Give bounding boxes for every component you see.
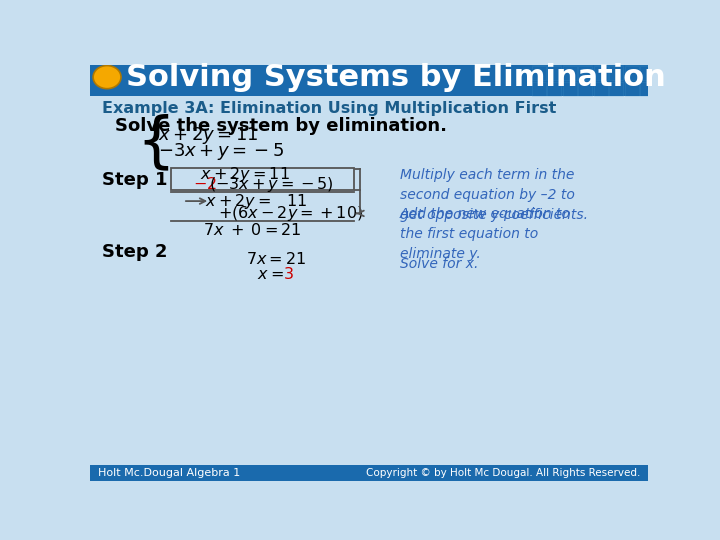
- Bar: [578, 82, 593, 96]
- Text: $+(6x -2y = +10)$: $+(6x -2y = +10)$: [218, 204, 363, 223]
- Text: Holt Mc.Dougal Algebra 1: Holt Mc.Dougal Algebra 1: [98, 468, 240, 478]
- Bar: [532, 51, 546, 65]
- Bar: [625, 82, 639, 96]
- Bar: [578, 66, 593, 80]
- Bar: [640, 51, 654, 65]
- Text: Solve for x.: Solve for x.: [400, 257, 478, 271]
- Bar: [594, 66, 608, 80]
- Text: Step 2: Step 2: [102, 244, 167, 261]
- Text: $3$: $3$: [283, 266, 294, 283]
- Bar: [547, 82, 561, 96]
- Text: $x + 2y = 11$: $x + 2y = 11$: [200, 165, 290, 185]
- Text: Solve the system by elimination.: Solve the system by elimination.: [114, 117, 447, 135]
- Bar: [90, 65, 648, 96]
- Bar: [594, 51, 608, 65]
- Bar: [609, 51, 624, 65]
- Bar: [578, 51, 593, 65]
- Text: $-2$: $-2$: [193, 176, 217, 193]
- Bar: [563, 66, 577, 80]
- Text: Add the new equation to
the first equation to
eliminate y.: Add the new equation to the first equati…: [400, 207, 571, 261]
- Text: $7x = 21$: $7x = 21$: [246, 251, 306, 268]
- Text: $7x\; +\; 0 = 21$: $7x\; +\; 0 = 21$: [204, 222, 302, 239]
- Bar: [625, 51, 639, 65]
- Bar: [640, 66, 654, 80]
- Text: $x = $: $x = $: [256, 266, 284, 283]
- Bar: [640, 82, 654, 96]
- Text: $(-3x + y = -5)$: $(-3x + y = -5)$: [209, 174, 333, 194]
- Text: Step 1: Step 1: [102, 171, 167, 189]
- Bar: [90, 465, 648, 481]
- Text: $x + 2y = 11$: $x + 2y = 11$: [158, 125, 258, 146]
- Bar: [532, 82, 546, 96]
- Bar: [625, 66, 639, 80]
- Text: Solving Systems by Elimination: Solving Systems by Elimination: [126, 63, 665, 92]
- Bar: [609, 66, 624, 80]
- Text: Example 3A: Elimination Using Multiplication First: Example 3A: Elimination Using Multiplica…: [102, 101, 556, 116]
- Text: $x + 2y = \;\;\;11$: $x + 2y = \;\;\;11$: [205, 192, 308, 211]
- Bar: [563, 51, 577, 65]
- Bar: [594, 82, 608, 96]
- Bar: [563, 82, 577, 96]
- Bar: [547, 66, 561, 80]
- Bar: [547, 51, 561, 65]
- Text: $\{$: $\{$: [137, 113, 170, 173]
- Text: $-3x + y = -5$: $-3x + y = -5$: [158, 140, 284, 161]
- Bar: [532, 66, 546, 80]
- Ellipse shape: [93, 65, 121, 89]
- Bar: [609, 82, 624, 96]
- Text: Multiply each term in the
second equation by –2 to
get opposite y-coefficients.: Multiply each term in the second equatio…: [400, 168, 588, 222]
- Text: Copyright © by Holt Mc Dougal. All Rights Reserved.: Copyright © by Holt Mc Dougal. All Right…: [366, 468, 640, 478]
